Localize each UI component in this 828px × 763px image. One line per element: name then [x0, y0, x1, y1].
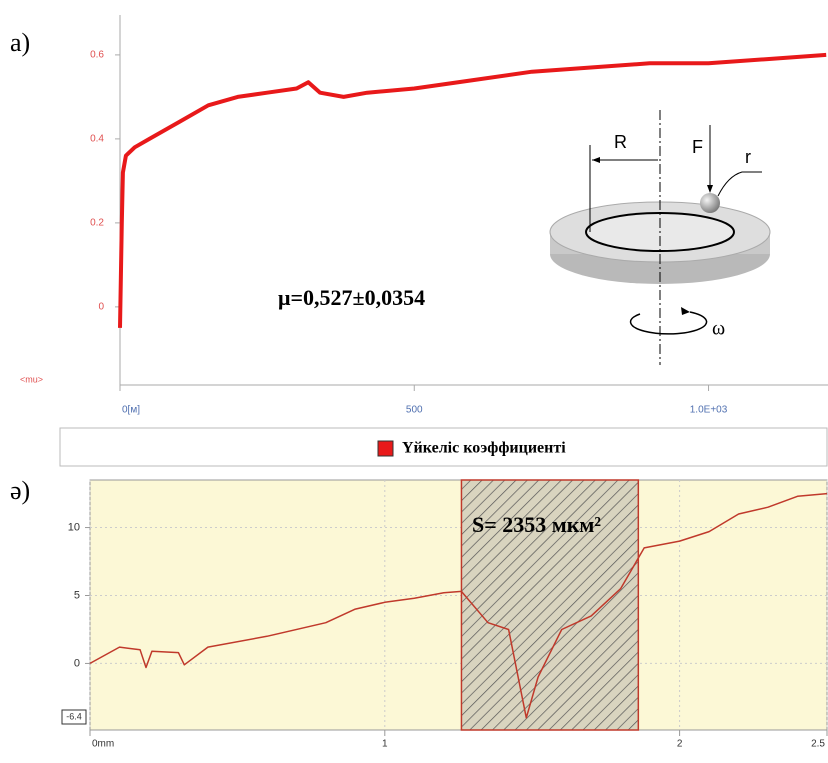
- inset-label: r: [745, 147, 751, 167]
- annotation: S= 2353 мкм²: [472, 512, 601, 537]
- inset-label: F: [692, 137, 703, 157]
- y-tick-label: 10: [68, 521, 80, 533]
- data-line: [89, 492, 828, 719]
- x-tick-label: 1: [382, 739, 388, 750]
- x-tick-label: 0[м]: [122, 405, 140, 416]
- legend-box: [59, 427, 828, 467]
- y-axis-label: <mu>: [20, 374, 43, 384]
- y-tick-label: 0: [98, 302, 104, 313]
- inset-label: ω: [712, 318, 725, 340]
- x-tick-label: 2.5: [811, 739, 825, 750]
- y-tick-label: 0.6: [90, 50, 104, 61]
- y-tick-label: 0: [74, 657, 80, 669]
- x-tick-label: 1.0E+03: [690, 405, 728, 416]
- corner-label-box: [61, 709, 87, 725]
- corner-label: -6.4: [66, 711, 82, 721]
- highlight-region: [460, 479, 640, 731]
- annotation: μ=0,527±0,0354: [278, 285, 425, 310]
- legend-label: Үйкеліс коэффициенті: [402, 440, 566, 457]
- x-tick-label: 0mm: [92, 739, 114, 750]
- y-tick-label: 5: [74, 589, 80, 601]
- x-tick-label: 500: [406, 405, 423, 416]
- panel-label: а): [10, 28, 30, 57]
- y-tick-label: 0.2: [90, 218, 104, 229]
- x-tick-label: 2: [677, 739, 683, 750]
- plot-background: [89, 479, 828, 731]
- panel-label: ә): [10, 476, 30, 505]
- inset-label: R: [614, 132, 627, 152]
- legend-swatch: [377, 440, 394, 457]
- y-tick-label: 0.4: [90, 134, 104, 145]
- data-line: [118, 52, 827, 328]
- tribometer-diagram: [549, 110, 771, 365]
